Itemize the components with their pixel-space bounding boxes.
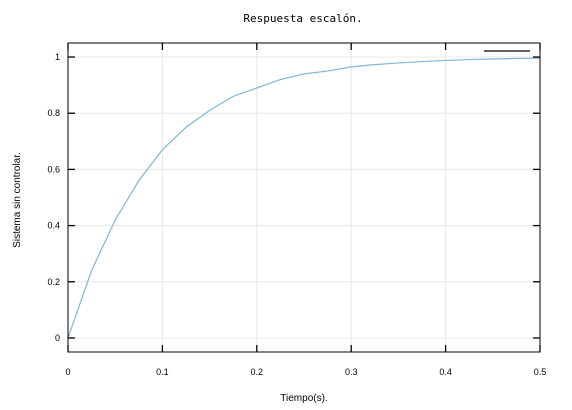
x-tick-label: 0.5 [534, 367, 547, 377]
x-tick-labels: 0 0.1 0.2 0.3 0.4 0.5 [65, 367, 546, 377]
y-tick-label: 0.8 [47, 108, 60, 118]
grid [67, 43, 541, 352]
series-line [67, 57, 541, 339]
x-tick-label: 0.3 [345, 367, 358, 377]
chart-title: Respuesta escalón. [243, 12, 362, 25]
y-tick-label: 0.6 [47, 164, 60, 174]
x-tick-label: 0.1 [156, 367, 169, 377]
y-tick-labels: 0 0.2 0.4 0.6 0.8 1 [47, 52, 60, 343]
plot-frame [67, 42, 541, 353]
tick-marks [67, 43, 541, 352]
x-axis-label: Tiempo(s). [280, 393, 327, 404]
y-tick-label: 0 [55, 333, 60, 343]
curve-layer [67, 57, 541, 339]
x-tick-label: 0.2 [251, 367, 264, 377]
y-tick-label: 1 [55, 52, 60, 62]
x-tick-label: 0.4 [439, 367, 452, 377]
y-axis-label: Sistema sin controlar. [12, 152, 23, 248]
y-tick-label: 0.4 [47, 221, 60, 231]
x-tick-label: 0 [65, 367, 70, 377]
y-tick-label: 0.2 [47, 277, 60, 287]
